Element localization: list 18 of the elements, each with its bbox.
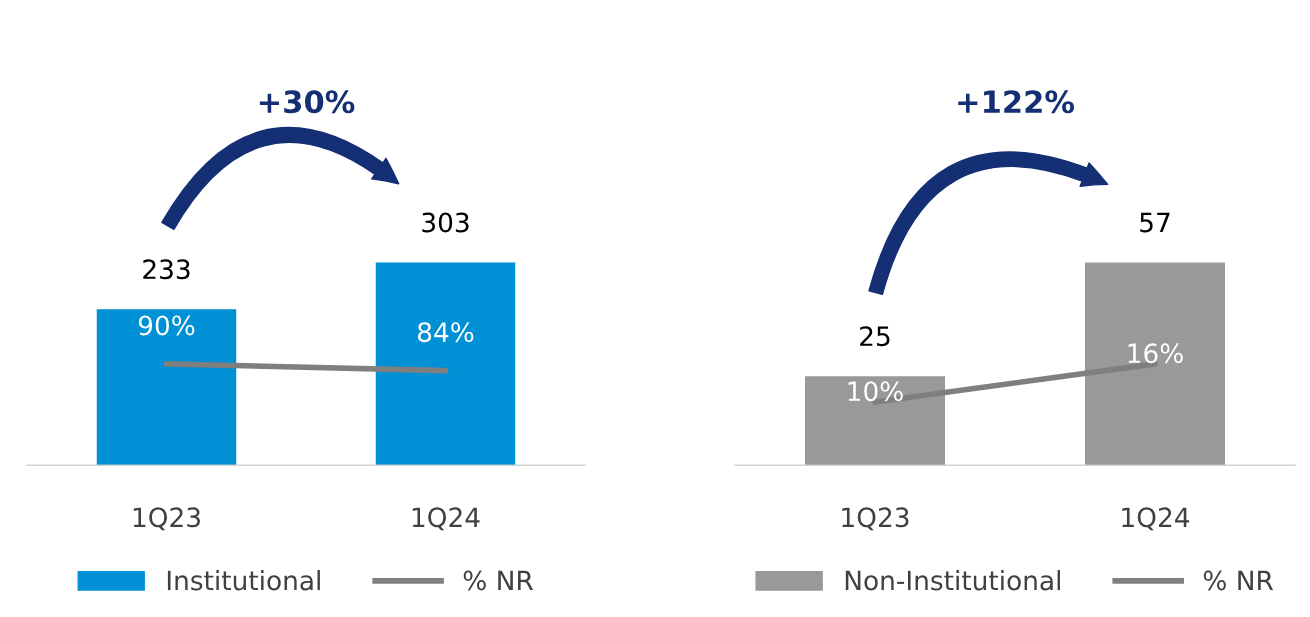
legend-label: % NR bbox=[463, 570, 534, 591]
data-label: 10% bbox=[848, 381, 903, 402]
legend-label: % NR bbox=[1203, 570, 1274, 591]
data-label: 16% bbox=[1128, 343, 1183, 364]
data-label: 57 bbox=[1140, 212, 1170, 233]
x-tick-label: 1Q24 bbox=[1122, 507, 1190, 531]
data-label: 233 bbox=[143, 259, 190, 280]
data-label: 303 bbox=[422, 212, 469, 233]
x-tick-label: 1Q23 bbox=[133, 507, 200, 531]
data-label: 90% bbox=[138, 315, 195, 336]
x-tick-label: 1Q23 bbox=[842, 507, 909, 531]
x-tick-label: 1Q24 bbox=[412, 507, 480, 531]
data-label: 84% bbox=[417, 322, 474, 343]
data-label: 25 bbox=[860, 326, 890, 347]
legend-label: Institutional bbox=[167, 570, 320, 591]
text: +30% bbox=[259, 90, 355, 114]
text: +122% bbox=[958, 90, 1075, 114]
legend-label: Non-Institutional bbox=[845, 570, 1060, 591]
